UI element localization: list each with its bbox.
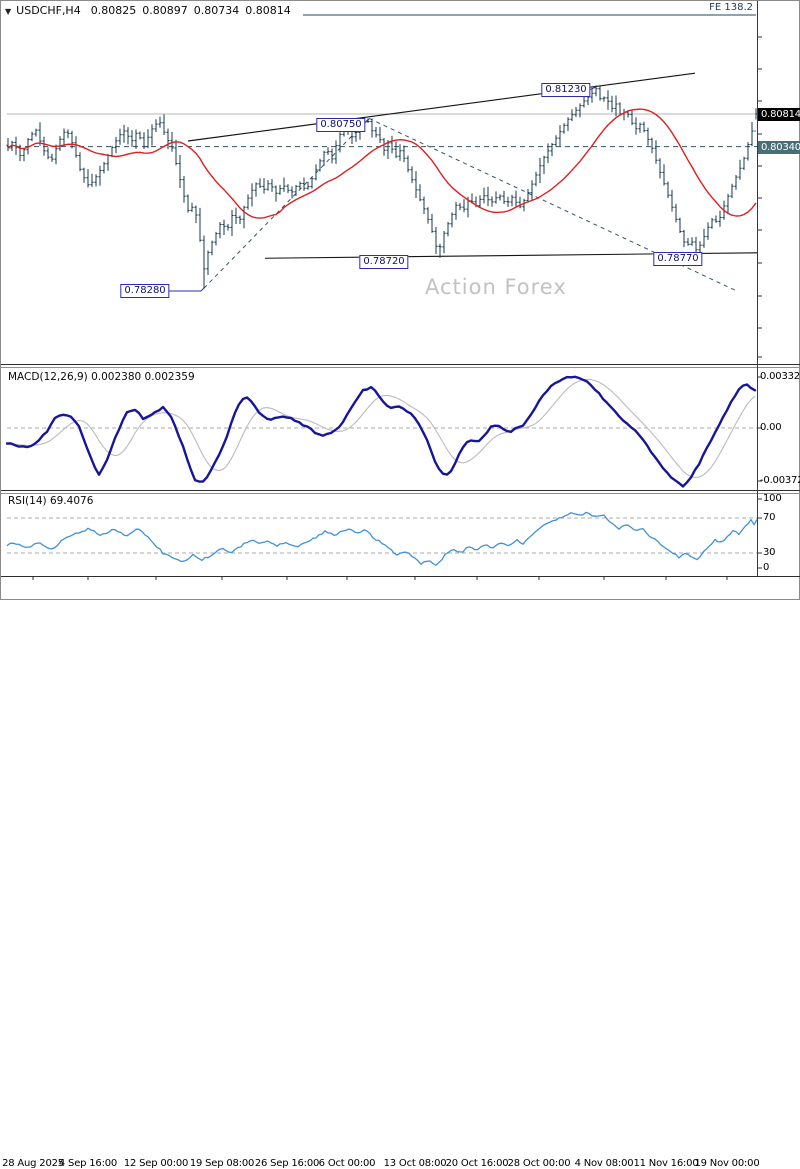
time-tick-label: 19 Nov 00:00: [694, 1158, 760, 1169]
time-tick-label: 19 Sep 08:00: [189, 1158, 255, 1169]
rsi-tick-label: 30: [763, 547, 776, 558]
rsi-tick-label: 70: [763, 512, 776, 523]
time-tick-label: 28 Oct 00:00: [507, 1158, 571, 1169]
main-macd-splitter[interactable]: [1, 364, 800, 365]
time-tick-label: 4 Sep 16:00: [58, 1158, 118, 1169]
pivot-level-badge: 0.80340: [758, 141, 800, 154]
macd-rsi-splitter[interactable]: [1, 490, 800, 491]
watermark: Action Forex: [425, 275, 567, 299]
price-annotation-label[interactable]: 0.78280: [120, 284, 170, 298]
rsi-tick-label: 0: [763, 562, 770, 573]
main-macd-splitter-inner: [1, 367, 800, 368]
price-annotation-label[interactable]: 0.78770: [653, 252, 703, 266]
price-annotation-label[interactable]: 0.80750: [316, 118, 366, 132]
time-tick-label: 12 Sep 00:00: [123, 1158, 189, 1169]
time-tick-label: 28 Aug 2025: [2, 1158, 64, 1169]
rsi-indicator-header: RSI(14) 69.4076: [8, 495, 94, 507]
chart-title[interactable]: ▼ USDCHF,H4 0.80825 0.80897 0.80734 0.80814: [5, 4, 303, 18]
rsi-tick-label: 100: [763, 493, 782, 504]
price-annotation-label[interactable]: 0.81230: [541, 83, 591, 97]
macd-tick-label: -0.003723: [760, 475, 800, 486]
fib-expansion-label[interactable]: FE 138.2: [709, 2, 753, 13]
time-tick-label: 4 Nov 08:00: [574, 1158, 634, 1169]
time-tick-label: 6 Oct 00:00: [318, 1158, 376, 1169]
time-scale[interactable]: 28 Aug 2025 4 Sep 16:00 12 Sep 00:00 19 Sep…: [1, 577, 800, 1169]
time-tick-label: 20 Oct 16:00: [445, 1158, 509, 1169]
rsi-time-axis-border: [1, 576, 800, 577]
chart-plot-area[interactable]: [6, 15, 757, 575]
current-price-badge: 0.80814: [758, 108, 800, 121]
macd-indicator-header: MACD(12,26,9) 0.002380 0.002359: [8, 371, 195, 383]
low-value: 0.80734: [193, 4, 240, 17]
open-value: 0.80825: [90, 4, 137, 17]
time-tick-label: 13 Oct 08:00: [383, 1158, 447, 1169]
macd-tick-label: 0.003321: [760, 371, 800, 382]
price-annotation-label[interactable]: 0.78720: [359, 255, 409, 269]
time-tick-label: 11 Nov 16:00: [633, 1158, 699, 1169]
time-tick-label: 26 Sep 16:00: [254, 1158, 320, 1169]
high-value: 0.80897: [142, 4, 188, 17]
rsi-panel: [6, 511, 758, 566]
symbol-timeframe-label: USDCHF,H4: [16, 4, 81, 17]
macd-tick-label: 0.00: [760, 422, 782, 433]
macd-panel: [6, 375, 757, 488]
symbol-dropdown-icon[interactable]: ▼: [5, 7, 12, 16]
close-value: 0.80814: [245, 4, 291, 17]
scale-divider: [757, 1, 758, 576]
macd-rsi-splitter-inner: [1, 493, 800, 494]
